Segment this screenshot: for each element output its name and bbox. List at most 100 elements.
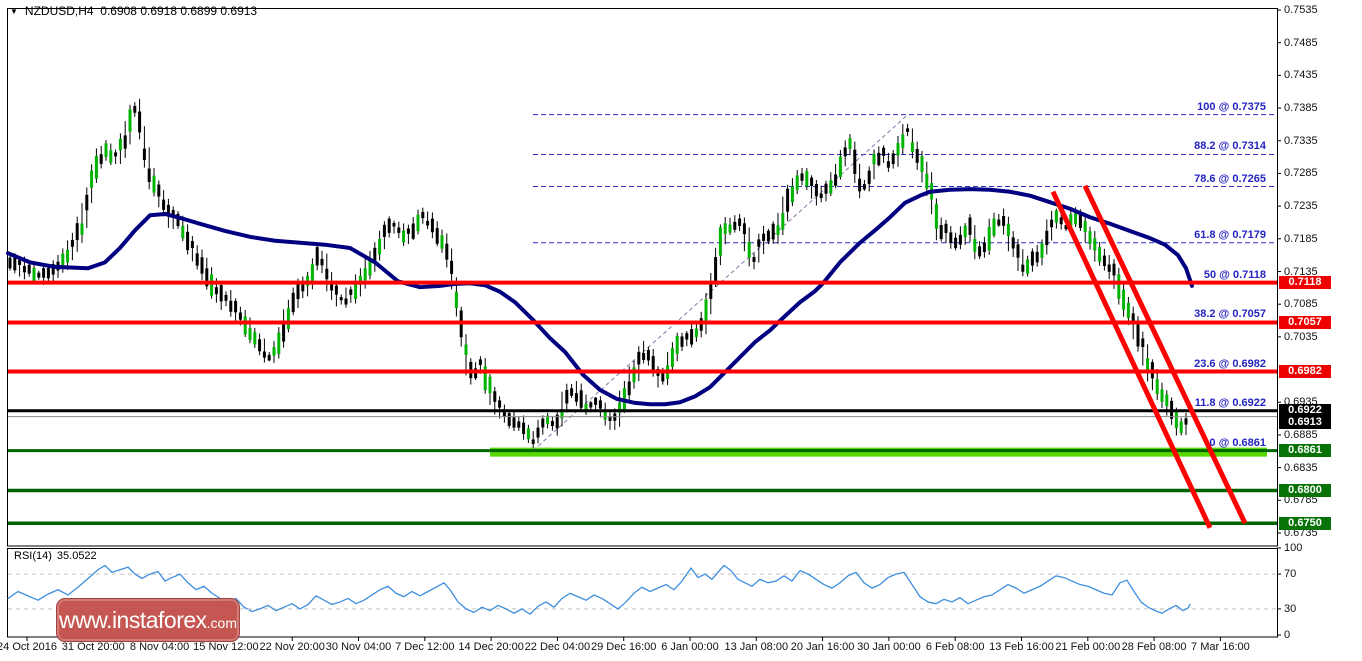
candle-body xyxy=(550,420,554,426)
y-axis-label-0.7485: 0.7485 xyxy=(1284,36,1318,49)
candle-body xyxy=(685,333,689,340)
candle-body xyxy=(1131,313,1135,323)
candle-body xyxy=(282,322,286,342)
candle-body xyxy=(507,413,511,426)
candle-body xyxy=(99,154,103,164)
candle-body xyxy=(118,138,122,151)
candle-body xyxy=(22,265,26,273)
candle-body xyxy=(934,203,938,229)
candle-body xyxy=(142,148,146,160)
rsi-indicator-label: RSI(14) 35.0522 xyxy=(14,550,97,562)
candle-body xyxy=(205,268,209,287)
candle-body xyxy=(368,260,372,276)
candle-body xyxy=(1078,214,1082,228)
candle-body xyxy=(397,227,401,233)
candle-body xyxy=(565,389,569,404)
candle-body xyxy=(651,356,655,373)
candle-body xyxy=(1069,214,1073,228)
candle-body xyxy=(18,259,22,266)
candle-body xyxy=(819,193,823,199)
candle-body xyxy=(1026,259,1030,274)
candle-body xyxy=(906,128,910,132)
candle-body xyxy=(478,359,482,366)
x-axis-label-2: 8 Nov 04:00 xyxy=(129,641,190,653)
candle-body xyxy=(901,134,905,149)
candle-body xyxy=(13,256,17,271)
candle-body xyxy=(1184,418,1188,425)
x-axis-label-0: 24 Oct 2016 xyxy=(0,641,57,653)
x-axis-label-13: 30 Jan 00:00 xyxy=(857,641,921,653)
watermark-tld: .com xyxy=(206,615,238,631)
candle-body xyxy=(882,147,886,156)
x-axis-label-16: 21 Feb 00:00 xyxy=(1055,641,1121,653)
candle-body xyxy=(435,228,439,244)
candle-body xyxy=(997,219,1001,226)
candle-body xyxy=(843,147,847,157)
candle-body xyxy=(987,226,991,251)
candle-body xyxy=(37,272,41,278)
candle-body xyxy=(243,316,247,335)
moving-average-line xyxy=(6,187,1194,407)
candle-body xyxy=(387,218,391,233)
candle-body xyxy=(1021,264,1025,272)
candle-body xyxy=(464,344,468,355)
y-axis-label-0.7035: 0.7035 xyxy=(1284,330,1318,343)
candle-body xyxy=(1117,274,1121,299)
candle-body xyxy=(382,224,386,237)
candle-body xyxy=(104,143,108,158)
candle-body xyxy=(795,175,799,191)
candle-body xyxy=(1141,338,1145,348)
x-axis-label-11: 13 Jan 08:00 xyxy=(724,641,789,653)
candle-body xyxy=(675,335,679,354)
candle-body xyxy=(1155,379,1159,395)
candle-body xyxy=(114,152,118,157)
candle-body xyxy=(1107,264,1111,272)
candle-body xyxy=(579,390,583,408)
candle-body xyxy=(411,223,415,239)
candle-body xyxy=(450,260,454,274)
candle-body xyxy=(517,421,521,428)
candle-body xyxy=(291,292,295,313)
candle-body xyxy=(526,428,530,440)
candle-body xyxy=(704,299,708,325)
candle-body xyxy=(1174,409,1178,429)
candle-body xyxy=(954,237,958,249)
candle-body xyxy=(1030,251,1034,266)
candle-body xyxy=(85,194,89,211)
candle-body xyxy=(718,227,722,256)
candle-body xyxy=(1074,211,1078,225)
candle-body xyxy=(176,213,180,227)
candle-body xyxy=(642,353,646,360)
candle-body xyxy=(262,351,266,358)
fib-label-88.2: 88.2 @ 0.7314 xyxy=(1194,140,1266,153)
chart-title: ▼ NZDUSD,H4 0.6908 0.6918 0.6899 0.6913 xyxy=(10,4,257,18)
candle-body xyxy=(344,298,348,305)
candle-body xyxy=(910,142,914,153)
candle-body xyxy=(915,148,919,163)
y-axis-label-0.7235: 0.7235 xyxy=(1284,200,1318,213)
candle-body xyxy=(690,329,694,345)
symbol-dropdown-icon[interactable]: ▼ xyxy=(10,6,18,16)
candle-body xyxy=(445,243,449,260)
candle-body xyxy=(498,400,502,408)
candle-body xyxy=(939,225,943,240)
candle-body xyxy=(1146,358,1150,372)
y-axis-label-0.7135: 0.7135 xyxy=(1284,265,1318,278)
candle-body xyxy=(522,422,526,435)
candle-body xyxy=(862,184,866,190)
x-axis-label-12: 20 Jan 16:00 xyxy=(790,641,855,653)
candle-body xyxy=(670,348,674,368)
candle-body xyxy=(416,214,420,232)
candle-body xyxy=(109,150,113,163)
candle-body xyxy=(867,170,871,184)
candle-body xyxy=(661,371,665,382)
y-axis-label-0.7435: 0.7435 xyxy=(1284,69,1318,82)
candle-body xyxy=(214,287,218,295)
candle-body xyxy=(886,161,890,168)
fib-label-38.2: 38.2 @ 0.7057 xyxy=(1194,308,1266,321)
candle-body xyxy=(838,156,842,177)
candle-body xyxy=(968,217,972,235)
candle-body xyxy=(349,289,353,295)
rsi-scale-30: 30 xyxy=(1284,602,1297,615)
